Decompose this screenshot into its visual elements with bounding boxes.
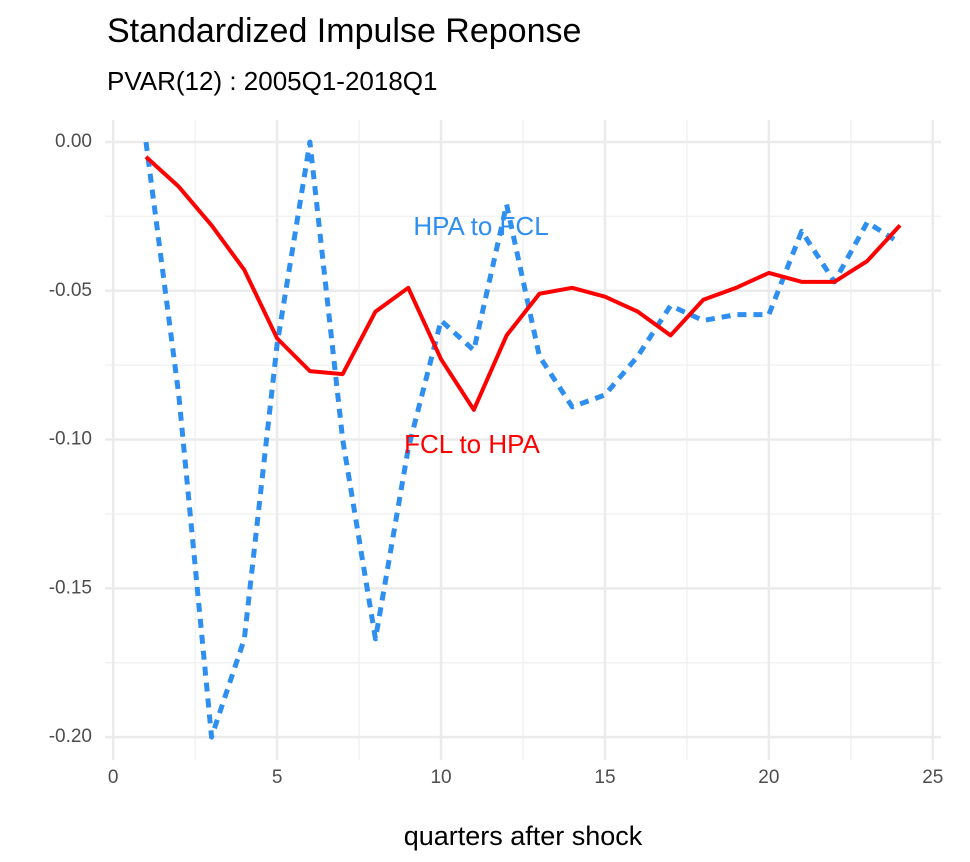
x-tick-label: 25: [922, 767, 943, 788]
x-tick-label: 10: [430, 767, 451, 788]
x-tick-label: 20: [758, 767, 779, 788]
series-label: HPA to FCL: [413, 211, 548, 241]
x-tick-label: 0: [108, 767, 119, 788]
series-label: FCL to HPA: [404, 429, 540, 459]
series-line: [143, 139, 902, 740]
x-tick-label: 5: [272, 767, 283, 788]
y-tick-label: -0.20: [49, 726, 92, 747]
series-line: [144, 155, 902, 412]
x-tick-label: 15: [594, 767, 615, 788]
chart-subtitle: PVAR(12) : 2005Q1-2018Q1: [107, 66, 437, 96]
chart-title: Standardized Impulse Reponse: [107, 12, 581, 50]
x-axis-label: quarters after shock: [404, 821, 643, 851]
y-tick-label: 0.00: [55, 131, 92, 152]
y-tick-label: -0.15: [49, 577, 92, 598]
y-tick-label: -0.05: [49, 280, 92, 301]
y-tick-label: -0.10: [49, 429, 92, 450]
